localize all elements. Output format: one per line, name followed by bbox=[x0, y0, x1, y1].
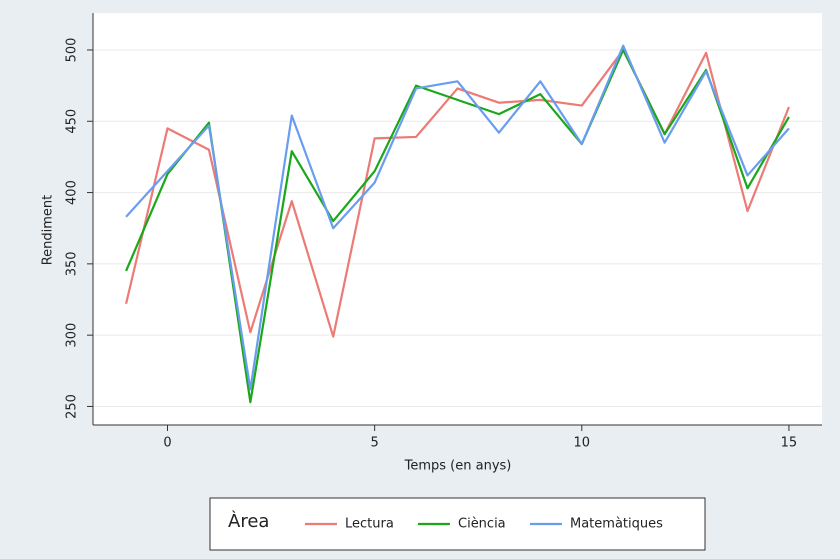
y-tick-label: 400 bbox=[65, 180, 80, 205]
legend-label: Ciència bbox=[458, 517, 506, 532]
x-tick-label: 0 bbox=[163, 436, 171, 451]
y-tick-label: 300 bbox=[65, 323, 80, 348]
y-tick-label: 450 bbox=[65, 109, 80, 134]
y-tick-label: 500 bbox=[65, 38, 80, 63]
line bbox=[125, 44, 790, 391]
line bbox=[125, 48, 790, 404]
x-tick-label: 15 bbox=[781, 436, 798, 451]
y-tick-label: 250 bbox=[65, 394, 80, 419]
legend-label: Lectura bbox=[345, 517, 394, 532]
x-tick-label: 5 bbox=[371, 436, 379, 451]
x-axis-title: Temps (en anys) bbox=[404, 459, 512, 474]
y-tick-label: 350 bbox=[65, 251, 80, 276]
legend-box bbox=[209, 497, 706, 551]
legend-label: Matemàtiques bbox=[570, 517, 663, 532]
line bbox=[125, 48, 790, 338]
legend: Àrea Lectura Ciència Matemàtiques bbox=[209, 497, 706, 551]
legend-title: Àrea bbox=[228, 510, 269, 532]
x-tick-label: 10 bbox=[574, 436, 591, 451]
y-axis-title: Rendiment bbox=[41, 195, 56, 266]
